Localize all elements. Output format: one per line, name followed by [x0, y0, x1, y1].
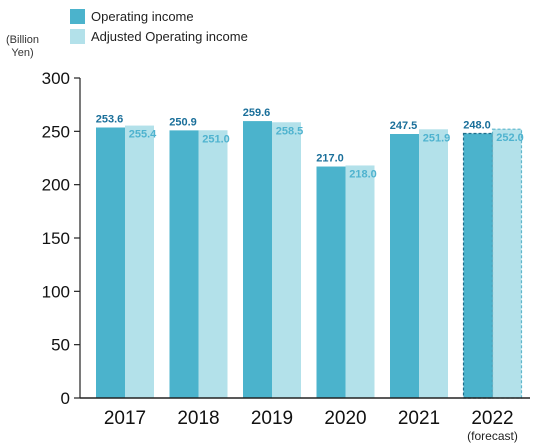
x-tick-label-2020: 2020: [324, 408, 366, 429]
y-tick-label-250: 250: [42, 122, 70, 141]
legend-item-adjusted-operating-income: Adjusted Operating income: [70, 26, 248, 46]
value-label-operating-income-2020: 217.0: [316, 153, 344, 165]
legend-item-operating-income: Operating income: [70, 6, 248, 26]
bar-operating-income-2021: [390, 134, 419, 398]
value-label-adjusted-operating-income-2017: 255.4: [129, 129, 157, 141]
value-label-operating-income-2019: 259.6: [243, 107, 271, 119]
value-label-operating-income-2018: 250.9: [169, 116, 197, 128]
legend-label-adjusted-operating-income: Adjusted Operating income: [91, 28, 248, 44]
x-tick-label-2021: 2021: [398, 408, 440, 429]
bar-adjusted-operating-income-2019: [272, 122, 301, 399]
value-label-operating-income-2022: 248.0: [463, 119, 491, 131]
unit-label-line-1: (Billion: [6, 34, 40, 46]
x-tick-label-2022: 2022: [471, 408, 513, 429]
y-axis-unit-label: (Billion Yen): [6, 34, 39, 60]
value-label-adjusted-operating-income-2018: 251.0: [202, 133, 230, 145]
bar-operating-income-2022: [462, 132, 494, 399]
bar-operating-income-2020: [316, 166, 346, 398]
unit-label-line-2: Yen): [11, 47, 34, 59]
bar-adjusted-operating-income-2020: [345, 165, 375, 398]
bar-adjusted-operating-income-2022: [491, 128, 523, 399]
x-tick-sublabel-2022: (forecast): [467, 429, 518, 443]
legend-swatch-adjusted-operating-income: [70, 28, 85, 44]
legend: Operating income Adjusted Operating inco…: [70, 6, 248, 46]
value-label-adjusted-operating-income-2021: 251.9: [423, 132, 451, 144]
y-tick-label-100: 100: [42, 282, 70, 301]
x-tick-label-2017: 2017: [104, 408, 146, 429]
y-tick-label-50: 50: [51, 336, 70, 355]
y-tick-label-150: 150: [42, 229, 70, 248]
bar-adjusted-operating-income-2018: [198, 130, 228, 398]
value-label-adjusted-operating-income-2022: 252.0: [496, 132, 524, 144]
x-tick-label-2018: 2018: [177, 408, 219, 429]
bar-operating-income-2017: [96, 127, 125, 398]
x-tick-label-2019: 2019: [251, 408, 293, 429]
value-label-operating-income-2021: 247.5: [390, 120, 418, 132]
y-tick-label-0: 0: [61, 389, 70, 408]
bar-operating-income-2018: [169, 130, 199, 398]
value-label-adjusted-operating-income-2019: 258.5: [276, 125, 304, 137]
value-label-operating-income-2017: 253.6: [96, 113, 124, 125]
y-tick-label-300: 300: [42, 69, 70, 88]
legend-label-operating-income: Operating income: [91, 8, 194, 24]
value-label-adjusted-operating-income-2020: 218.0: [349, 168, 377, 180]
bar-adjusted-operating-income-2017: [125, 125, 154, 398]
bar-operating-income-2019: [243, 121, 272, 399]
y-tick-label-200: 200: [42, 176, 70, 195]
bar-adjusted-operating-income-2021: [419, 129, 448, 398]
legend-swatch-operating-income: [70, 8, 85, 24]
